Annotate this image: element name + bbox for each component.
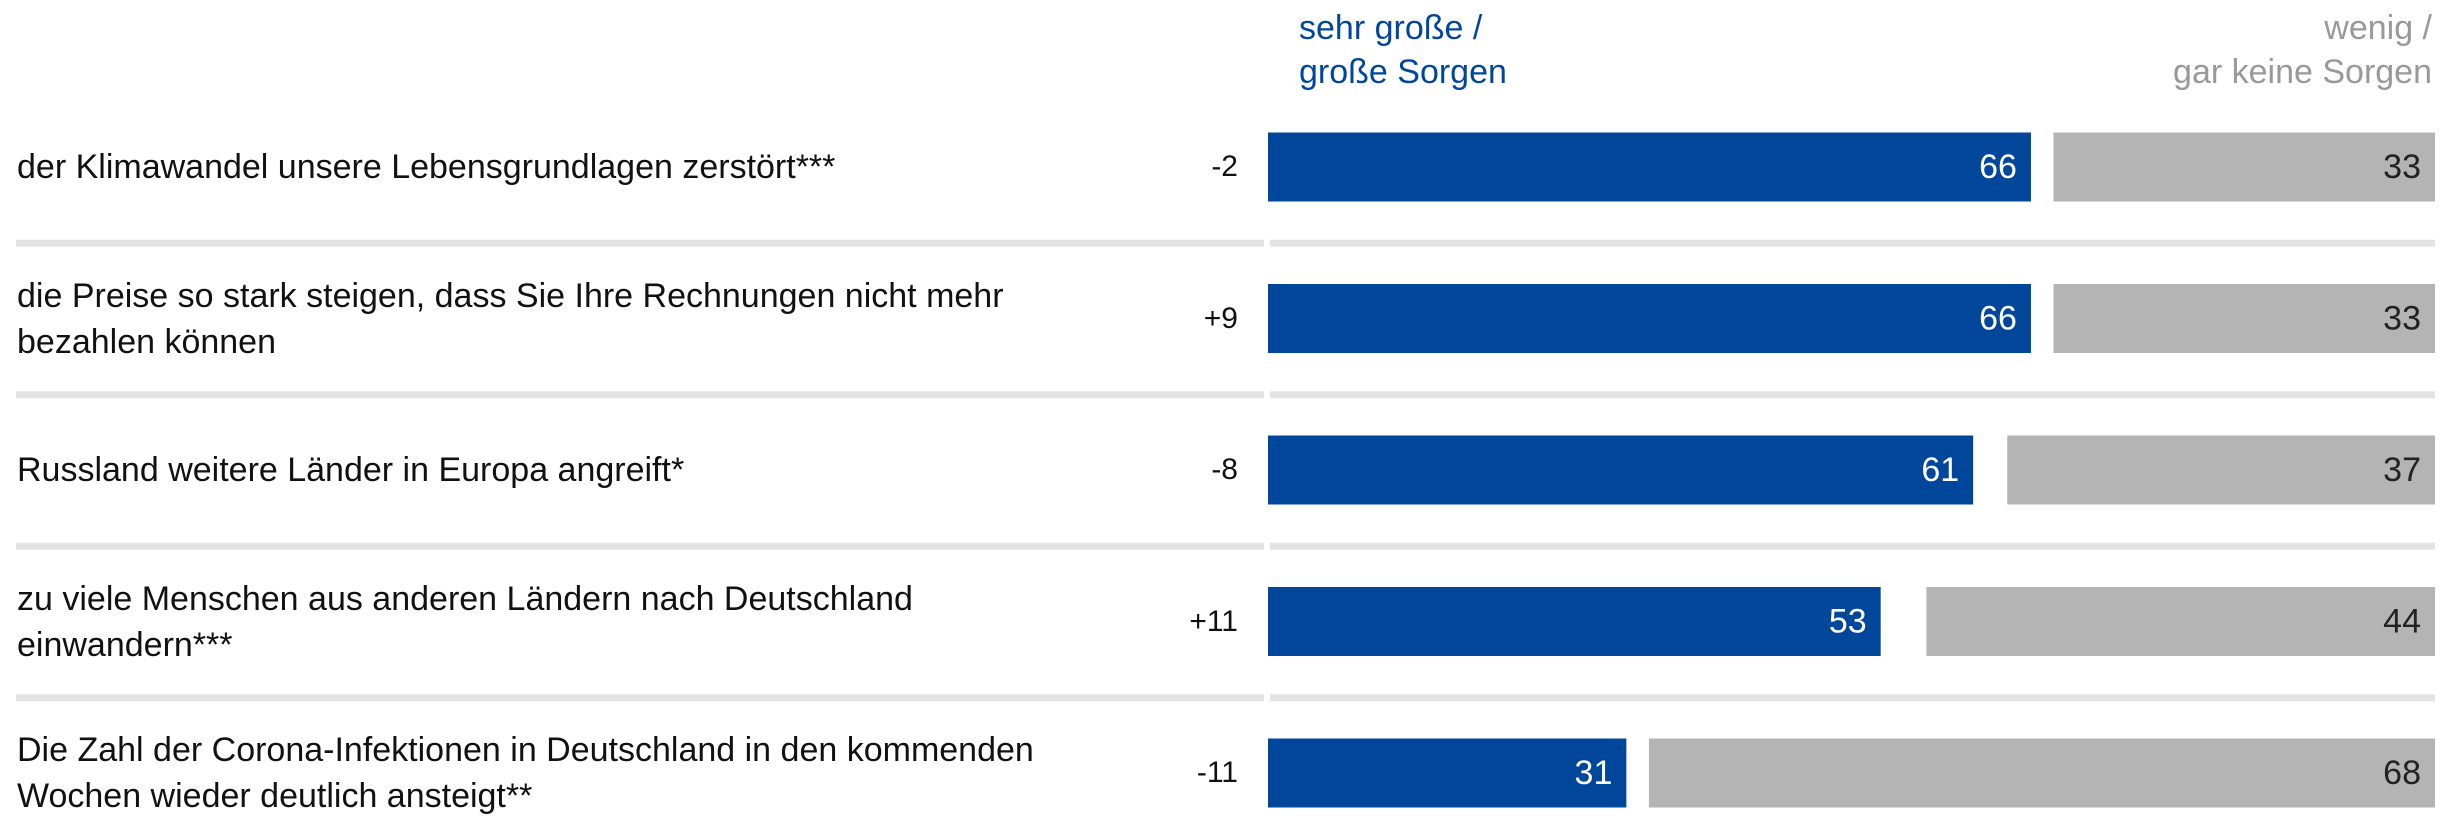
bar <box>1268 587 1881 656</box>
separator <box>1270 239 2435 247</box>
separator <box>16 391 1264 399</box>
legend-right: wenig / gar keine Sorgen <box>2173 9 2432 91</box>
change-label: -8 <box>1211 453 1238 486</box>
value-label: 53 <box>1829 602 1867 640</box>
value-label: 66 <box>1979 148 2017 186</box>
separator <box>16 694 1264 702</box>
bar <box>2053 284 2435 353</box>
category-label: der Klimawandel unsere Lebensgrundlagen … <box>17 148 836 186</box>
bar <box>2007 435 2435 505</box>
value-label: 31 <box>1575 754 1613 792</box>
change-label: -2 <box>1211 150 1238 183</box>
value-label: 33 <box>2383 148 2421 186</box>
change-label: -11 <box>1196 756 1238 789</box>
value-label: 61 <box>1921 451 1959 489</box>
value-label: 68 <box>2383 754 2421 792</box>
bar <box>1926 587 2435 656</box>
separator <box>1270 694 2435 702</box>
change-label: +11 <box>1189 604 1238 638</box>
separator <box>1270 391 2435 399</box>
separator <box>16 239 1264 247</box>
category-label: Die Zahl der Corona-Infektionen in Deuts… <box>17 731 1034 815</box>
bar <box>2053 132 2435 202</box>
change-label: +9 <box>1203 301 1238 335</box>
separator <box>1270 542 2435 550</box>
separator <box>16 542 1264 550</box>
category-label: Russland weitere Länder in Europa angrei… <box>17 451 685 489</box>
value-label: 66 <box>1979 299 2017 337</box>
bar <box>1268 738 1627 808</box>
category-label: zu viele Menschen aus anderen Ländern na… <box>17 579 913 664</box>
bar <box>1648 738 2435 808</box>
category-label: die Preise so stark steigen, dass Sie Ih… <box>17 276 1004 361</box>
value-label: 37 <box>2383 451 2421 489</box>
bar <box>1268 435 1974 505</box>
bar <box>1268 132 2031 202</box>
legend-left: sehr große / große Sorgen <box>1299 9 1507 91</box>
value-label: 33 <box>2383 299 2421 337</box>
bar <box>1268 284 2031 353</box>
value-label: 44 <box>2383 602 2421 640</box>
